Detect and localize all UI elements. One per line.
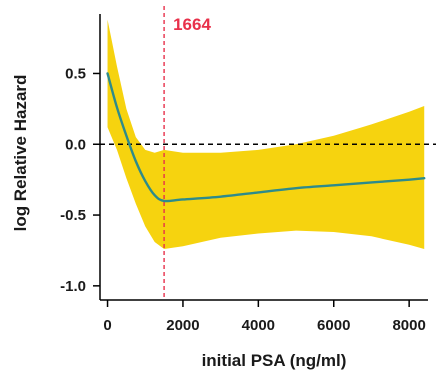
y-tick-label: -1.0 <box>60 278 86 295</box>
x-tick-label: 6000 <box>317 317 350 334</box>
y-tick-label: -0.5 <box>60 207 86 224</box>
labels-layer: 1664 initial PSA (ng/ml) log Relative Ha… <box>11 15 346 370</box>
axes-layer: 0.5 0.0 -0.5 -1.0 0 2000 4000 6000 8000 <box>60 14 428 334</box>
confidence-band-layer <box>107 19 425 250</box>
confidence-band <box>107 19 425 250</box>
y-tick-label: 0.5 <box>65 65 86 82</box>
y-axis-title: log Relative Hazard <box>11 75 30 232</box>
x-tick-label: 2000 <box>166 317 199 334</box>
x-tick-label: 4000 <box>242 317 275 334</box>
reference-line-layer <box>100 6 436 300</box>
cutoff-label: 1664 <box>173 15 211 34</box>
series-line-layer <box>106 72 426 203</box>
y-tick-label: 0.0 <box>65 136 86 153</box>
series-line-0 <box>106 72 426 203</box>
x-tick-label: 8000 <box>392 317 425 334</box>
x-tick-label: 0 <box>103 317 111 334</box>
x-axis-title: initial PSA (ng/ml) <box>202 351 347 370</box>
